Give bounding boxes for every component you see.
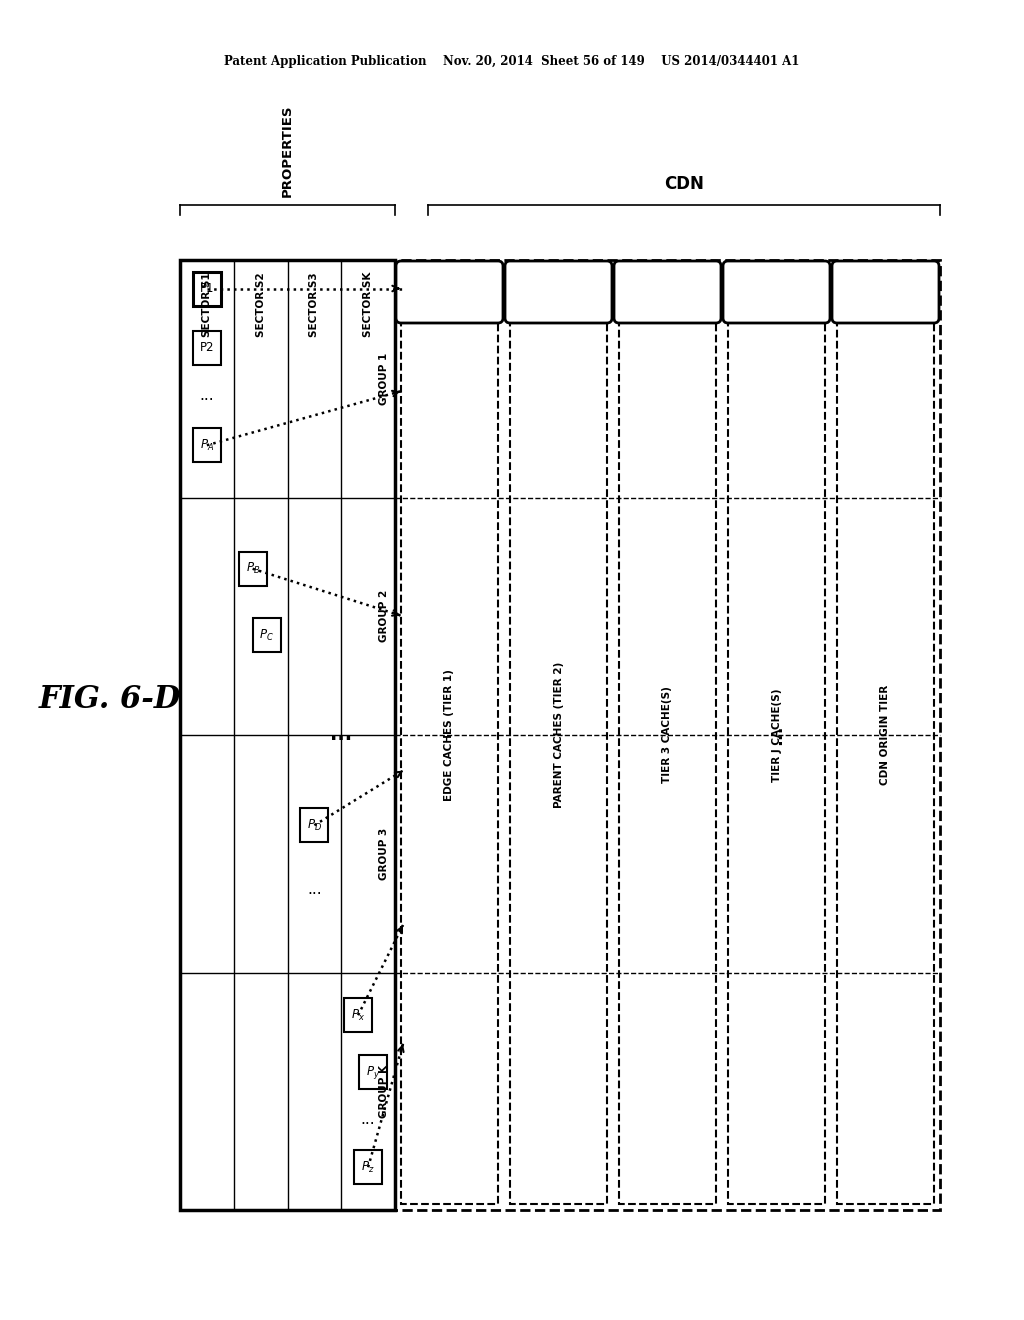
Text: ...: ...	[768, 725, 785, 746]
Text: Patent Application Publication    Nov. 20, 2014  Sheet 56 of 149    US 2014/0344: Patent Application Publication Nov. 20, …	[224, 55, 800, 69]
Bar	[728, 267, 825, 1204]
Bar	[180, 260, 395, 1210]
FancyBboxPatch shape	[396, 261, 503, 323]
Text: ...: ...	[330, 726, 352, 744]
Bar	[253, 618, 281, 652]
FancyBboxPatch shape	[614, 261, 721, 323]
Bar	[354, 1150, 382, 1184]
Text: $P_B$: $P_B$	[246, 561, 260, 577]
Text: $P_C$: $P_C$	[259, 628, 274, 643]
Text: ...: ...	[200, 388, 214, 403]
Text: TIER 3 CACHE(S): TIER 3 CACHE(S)	[663, 686, 673, 784]
Text: $P_z$: $P_z$	[361, 1160, 375, 1175]
Text: PROPERTIES: PROPERTIES	[281, 104, 294, 197]
Text: $P_x$: $P_x$	[351, 1007, 366, 1023]
Text: FIG. 6-D: FIG. 6-D	[39, 685, 181, 715]
Bar	[239, 552, 266, 586]
Text: P2: P2	[200, 342, 214, 354]
Bar	[180, 260, 940, 1210]
Text: $P_D$: $P_D$	[307, 817, 322, 833]
Text: SECTOR S3: SECTOR S3	[309, 272, 319, 337]
Text: CDN: CDN	[664, 176, 703, 193]
Bar	[359, 1055, 387, 1089]
FancyBboxPatch shape	[723, 261, 830, 323]
Bar	[837, 267, 934, 1204]
Text: SECTOR SK: SECTOR SK	[364, 272, 373, 338]
Text: SECTOR S1: SECTOR S1	[202, 272, 212, 337]
Text: $P_y$: $P_y$	[367, 1064, 380, 1081]
Bar	[193, 428, 221, 462]
FancyBboxPatch shape	[831, 261, 939, 323]
Bar	[618, 267, 716, 1204]
Bar	[510, 267, 607, 1204]
Bar	[193, 272, 221, 305]
Text: GROUP K: GROUP K	[379, 1065, 389, 1118]
Text: TIER J CACHE(S): TIER J CACHE(S)	[771, 688, 781, 781]
Text: GROUP 2: GROUP 2	[379, 590, 389, 643]
Text: $P_A$: $P_A$	[200, 438, 214, 453]
Text: GROUP 1: GROUP 1	[379, 352, 389, 405]
Text: EDGE CACHES (TIER 1): EDGE CACHES (TIER 1)	[444, 669, 455, 801]
Bar	[300, 808, 329, 842]
Text: ...: ...	[360, 1113, 376, 1127]
Text: SECTOR S2: SECTOR S2	[256, 272, 265, 337]
Bar	[193, 331, 221, 364]
Text: GROUP 3: GROUP 3	[379, 828, 389, 880]
Text: P1: P1	[200, 282, 214, 294]
Bar	[401, 267, 498, 1204]
Text: PARENT CACHES (TIER 2): PARENT CACHES (TIER 2)	[554, 661, 563, 808]
FancyBboxPatch shape	[505, 261, 612, 323]
Bar	[344, 998, 372, 1032]
Text: CDN ORIGIN TIER: CDN ORIGIN TIER	[881, 685, 891, 785]
Text: ...: ...	[307, 882, 322, 896]
